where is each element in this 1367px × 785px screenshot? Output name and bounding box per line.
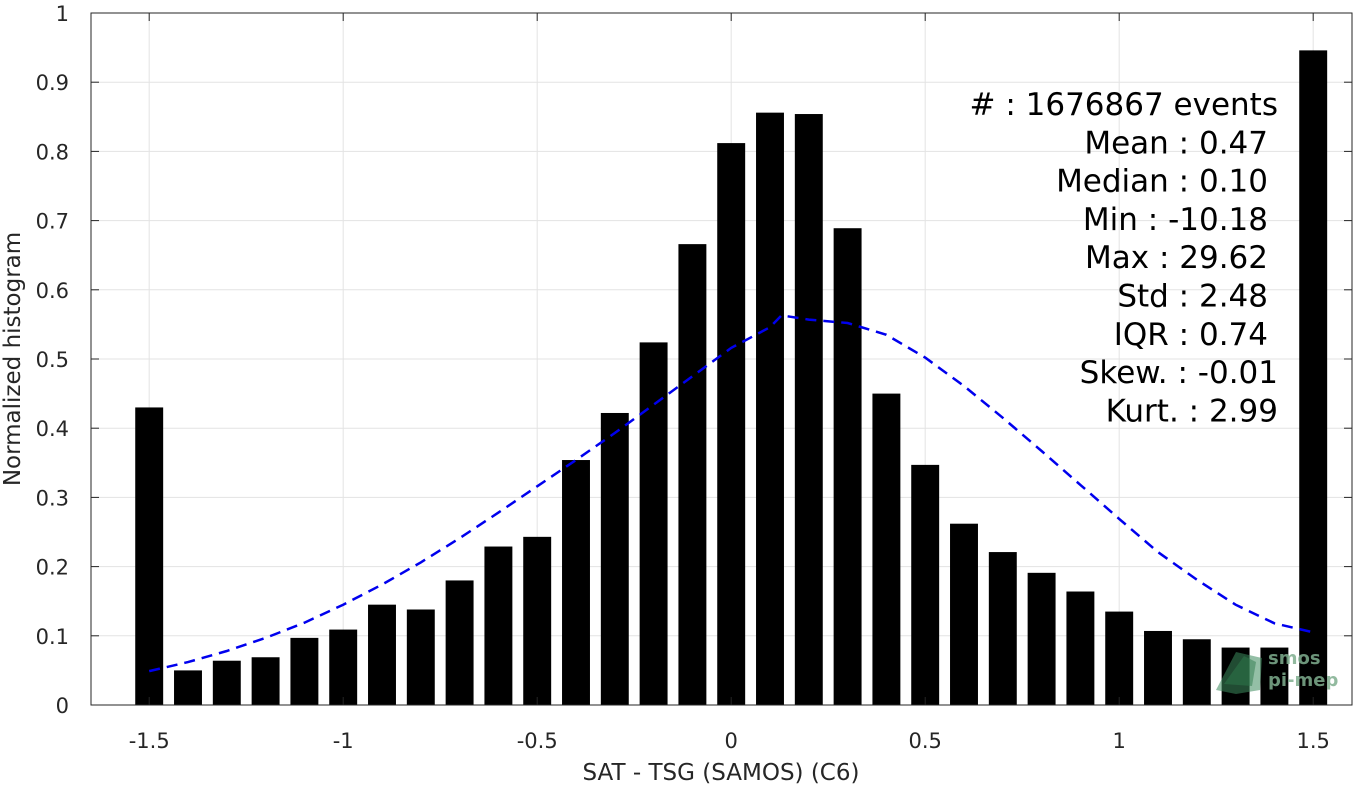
histogram-bar [212,660,241,705]
histogram-bar [1027,572,1056,705]
stat-line: Min : -10.18 [1083,202,1268,238]
fit-curve [148,314,1314,673]
y-tick-label: 0.4 [36,417,69,441]
histogram-bar [290,637,319,705]
stat-line: Max : 29.62 [1085,240,1268,276]
histogram-bar [988,552,1017,705]
x-tick-label: 0.5 [908,729,941,753]
histogram-bar [368,604,396,705]
histogram-bar [484,546,513,705]
histogram-bar [174,670,202,705]
y-tick-label: 0 [56,694,69,718]
y-axis-label: Normalized histogram [0,232,26,486]
histogram-bar [950,523,978,705]
smos-pimep-logo: smos pi-mep [1216,648,1338,694]
histogram-bar [872,393,901,705]
y-tick-label: 0.3 [36,486,69,510]
y-tick-label: 0.7 [36,210,69,234]
histogram-bar [135,407,164,705]
histogram-bar [1260,647,1289,705]
stat-line: IQR : 0.74 [1114,317,1268,353]
histogram-bar [1105,611,1134,705]
histogram-bar [1299,50,1328,706]
y-tick-label: 0.2 [36,556,69,580]
histogram-bar [1066,591,1095,705]
y-tick-label: 0.9 [36,71,69,95]
y-tick-label: 0.8 [36,140,69,164]
stat-line: Std : 2.48 [1117,279,1268,315]
y-tick-label: 0.6 [36,279,69,303]
histogram-bar [794,114,823,706]
x-tick-label: 0 [725,729,738,753]
histogram-bars [135,50,1328,706]
x-axis-ticks: -1.5 -1 -0.5 0 0.5 1 1.5 [129,13,1330,753]
x-tick-label: 1.5 [1296,729,1329,753]
histogram-bar [1144,630,1172,705]
histogram-bar [406,609,435,705]
stat-line: # : 1676867 events [970,87,1279,123]
stat-line: Mean : 0.47 [1084,125,1268,161]
histogram-bar [911,464,940,705]
x-axis-label: SAT - TSG (SAMOS) (C6) [583,760,860,785]
y-axis-ticks: 0 0.1 0.2 0.3 0.4 0.5 0.6 0.7 0.8 0.9 1 [36,2,1352,718]
y-tick-label: 0.1 [36,625,69,649]
histogram-bar [1182,639,1211,705]
histogram-bar [639,342,668,705]
stat-line: Kurt. : 2.99 [1106,393,1278,429]
x-tick-label: 1 [1113,729,1126,753]
stat-line: Median : 0.10 [1056,164,1268,200]
histogram-bar [600,412,629,705]
logo-line: pi-mep [1268,670,1338,691]
histogram-bar [756,112,784,705]
x-tick-label: -0.5 [517,729,558,753]
histogram-bar [678,244,707,706]
x-tick-label: -1.5 [129,729,170,753]
histogram-bar [523,536,552,705]
histogram-bar [562,460,590,705]
histogram-bar [445,580,474,705]
histogram-bar [833,228,862,705]
y-tick-label: 0.5 [36,348,69,372]
histogram-bar [329,629,358,705]
x-tick-label: -1 [333,729,354,753]
logo-line: smos [1268,648,1321,669]
y-tick-label: 1 [56,2,69,26]
histogram-bar [251,657,280,705]
stat-line: Skew. : -0.01 [1080,355,1278,391]
histogram-bar [717,143,746,705]
